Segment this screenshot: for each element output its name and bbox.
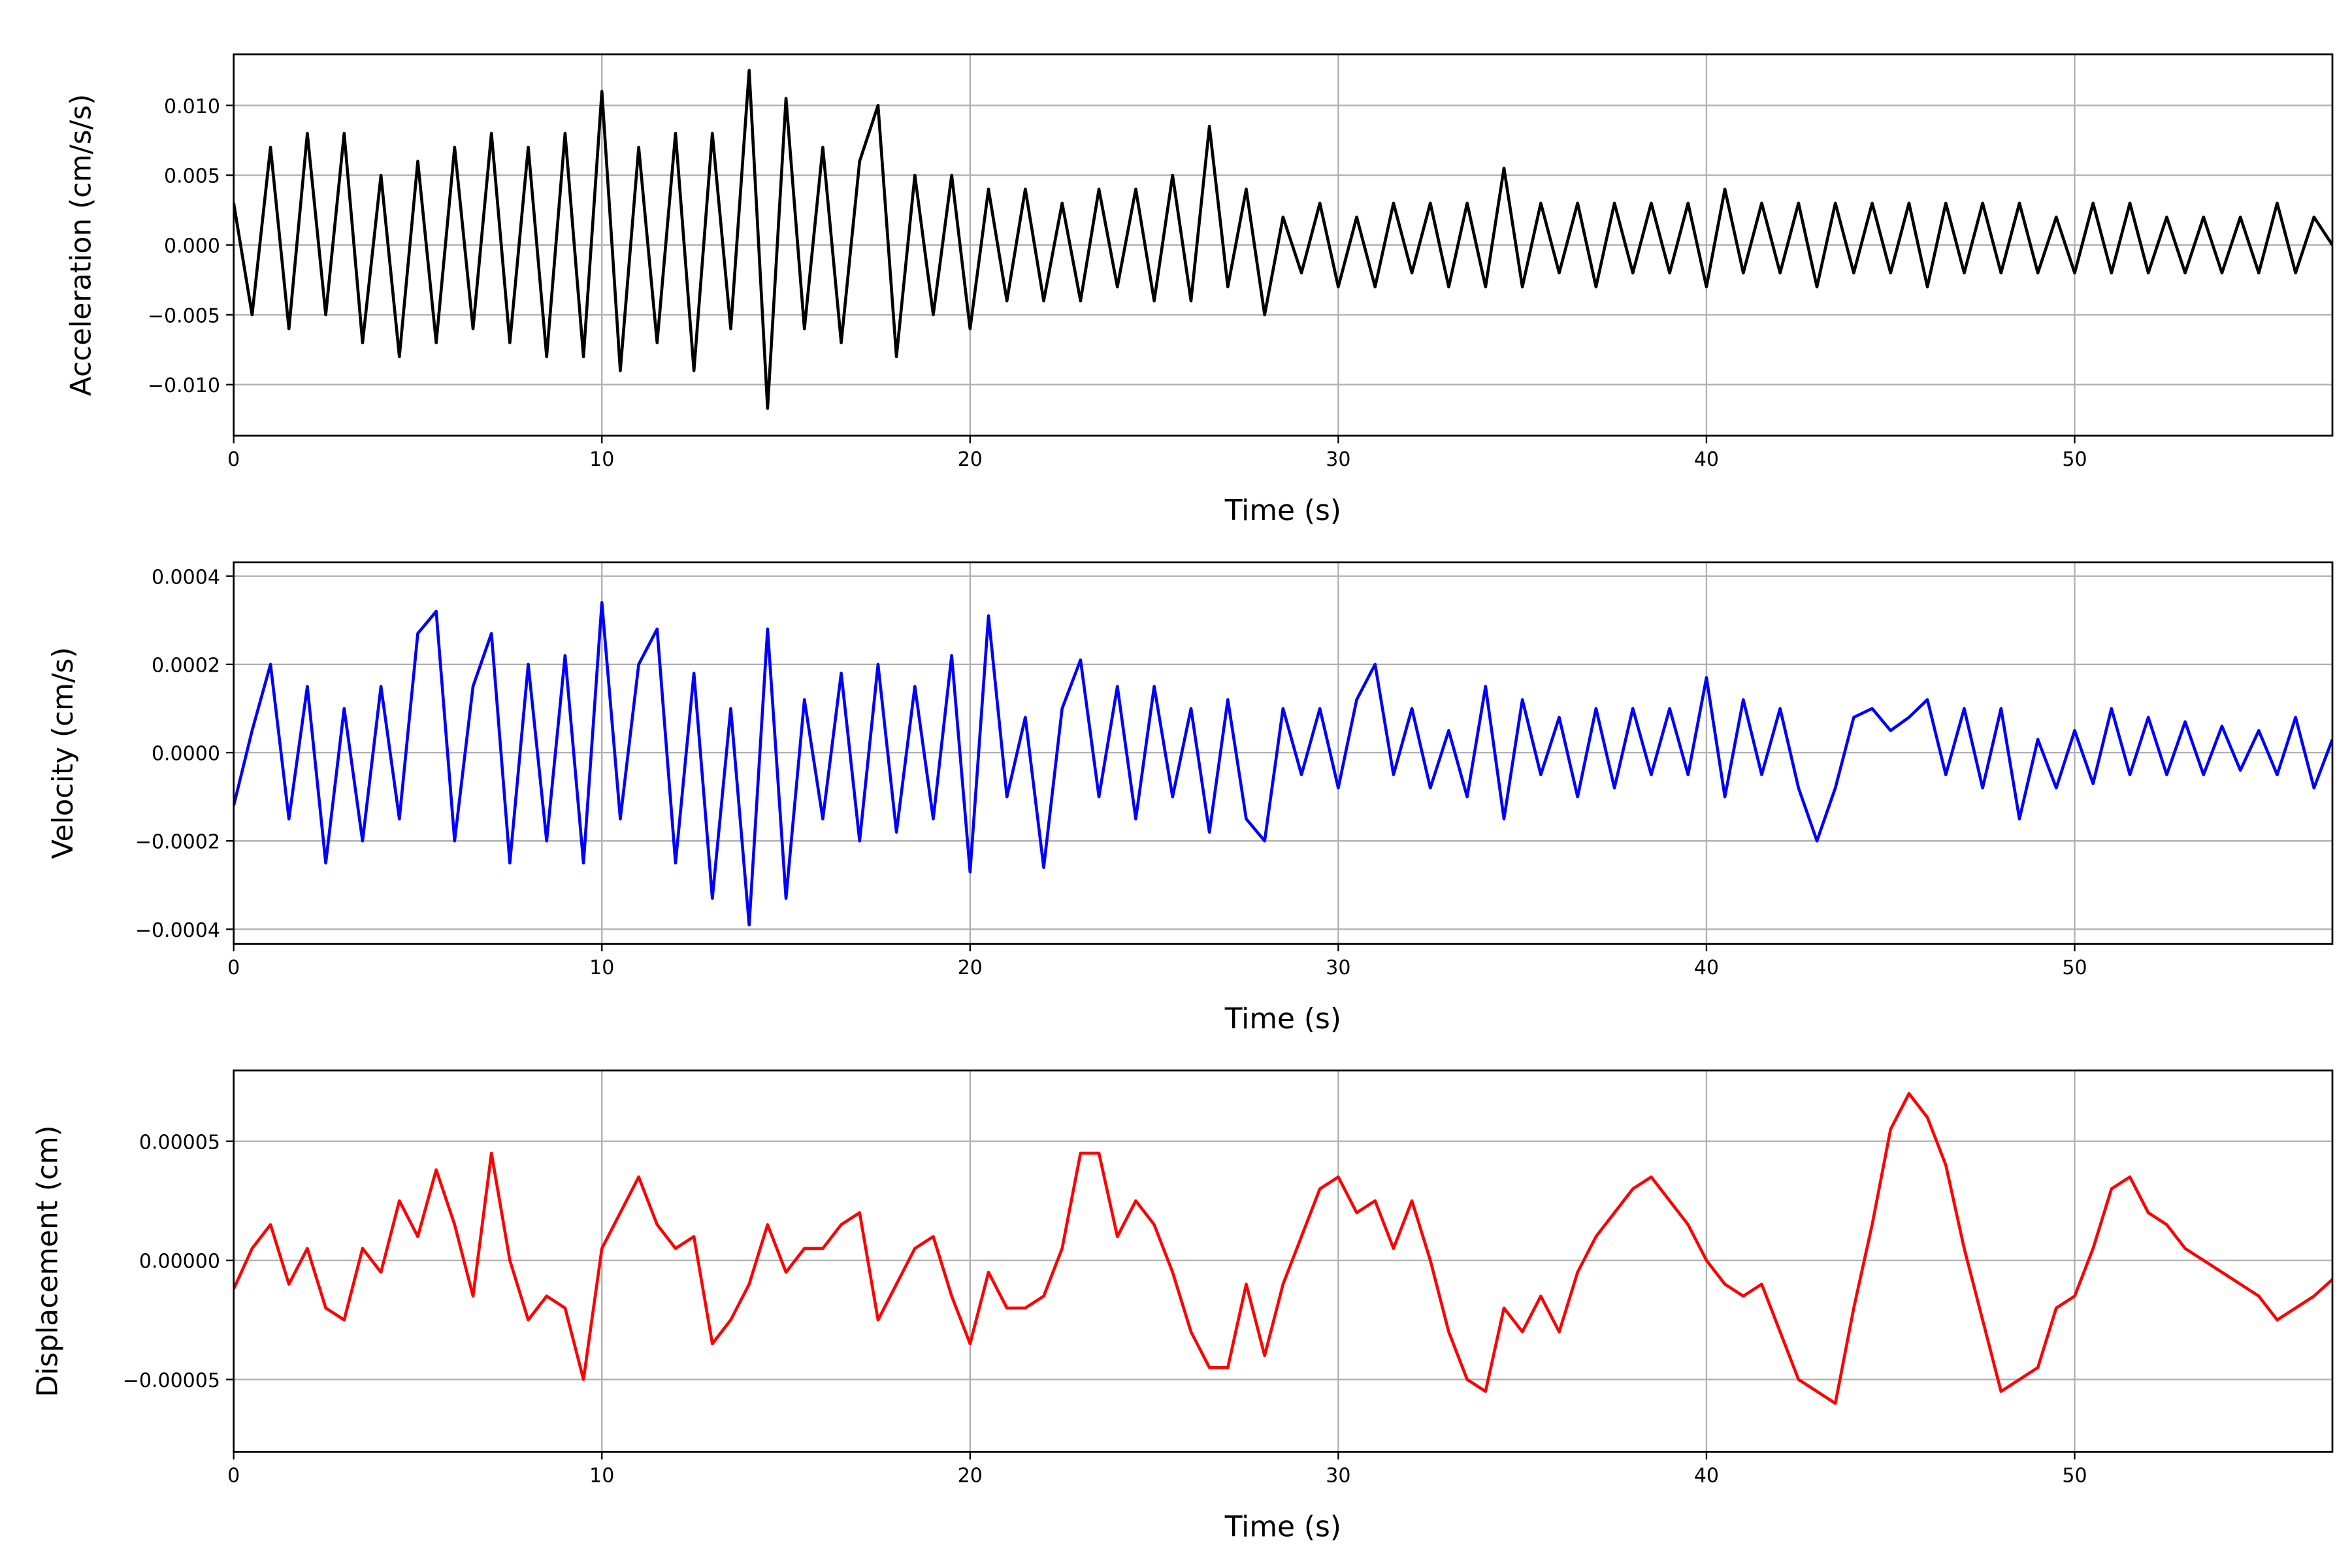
x-axis-label: Time (s)	[1224, 1511, 1341, 1544]
axes-frame	[233, 53, 2334, 437]
y-tick-label: 0.0004	[152, 566, 220, 589]
x-tick-label: 50	[2062, 956, 2087, 979]
x-tick-label: 0	[227, 956, 240, 979]
y-axis-label: Displacement (cm)	[31, 1125, 65, 1397]
y-tick-label: 0.010	[164, 95, 220, 118]
x-tick-label: 20	[958, 1464, 983, 1487]
x-tick-label: 50	[2062, 448, 2087, 471]
x-tick-label: 20	[958, 956, 983, 979]
x-tick-label: 0	[227, 448, 240, 471]
x-tick-label: 50	[2062, 1464, 2087, 1487]
axes-frame	[233, 1070, 2334, 1453]
y-tick-label: 0.005	[164, 165, 220, 188]
x-tick-label: 40	[1694, 1464, 1719, 1487]
data-line	[233, 69, 2332, 410]
y-tick-label: 0.00000	[139, 1250, 220, 1273]
subplot: 0 10 20 30 40 50 −0.00005 0.00000 0.00005 Time (s…	[31, 1070, 2334, 1544]
x-tick-label: 10	[589, 956, 614, 979]
x-axis-label: Time (s)	[1224, 1002, 1341, 1036]
y-tick-label: 0.0002	[152, 654, 220, 677]
subplot: 0 10 20 30 40 50 −0.010 −0.005 0.000 0.005 0.010 Ti…	[64, 53, 2334, 527]
plot-area	[233, 600, 2332, 926]
data-line	[233, 600, 2332, 926]
x-tick-label: 0	[227, 1464, 240, 1487]
x-tick-label: 40	[1694, 956, 1719, 979]
plot-area	[233, 1092, 2332, 1405]
plot-area	[233, 69, 2332, 410]
y-tick-label: 0.00005	[139, 1131, 220, 1154]
y-tick-label: −0.0002	[135, 831, 220, 854]
y-tick-label: −0.00005	[123, 1369, 220, 1392]
y-axis-label: Acceleration (cm/s/s)	[64, 94, 97, 396]
y-tick-label: 0.000	[164, 235, 220, 258]
y-tick-label: 0.0000	[152, 743, 220, 766]
x-tick-label: 30	[1326, 448, 1350, 471]
x-tick-label: 40	[1694, 448, 1719, 471]
x-tick-label: 10	[589, 448, 614, 471]
x-tick-label: 20	[958, 448, 983, 471]
y-tick-label: −0.0004	[135, 919, 220, 942]
x-tick-label: 30	[1326, 956, 1350, 979]
x-axis-label: Time (s)	[1224, 494, 1341, 527]
y-tick-label: −0.005	[148, 304, 220, 327]
data-line	[233, 1092, 2332, 1405]
y-axis-label: Velocity (cm/s)	[46, 647, 80, 858]
x-tick-label: 30	[1326, 1464, 1350, 1487]
y-tick-label: −0.010	[148, 374, 220, 397]
axes-frame	[233, 561, 2334, 945]
x-tick-label: 10	[589, 1464, 614, 1487]
subplot: 0 10 20 30 40 50 −0.0004 −0.0002 0.0000 0.0002 0.0…	[46, 561, 2334, 1036]
